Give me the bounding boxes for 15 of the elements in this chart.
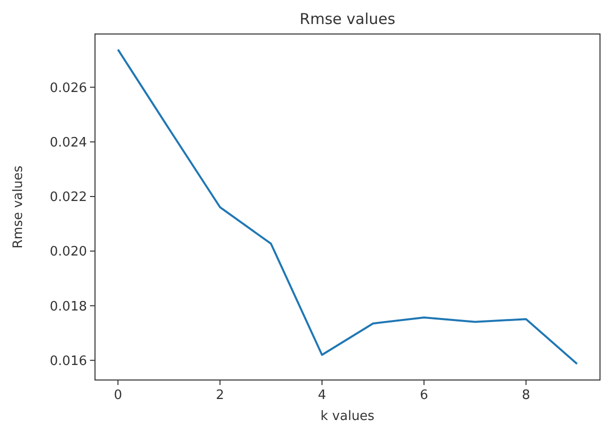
chart-title: Rmse values xyxy=(300,10,396,28)
x-tick-label: 4 xyxy=(318,388,326,403)
y-tick-label: 0.016 xyxy=(50,354,87,369)
y-tick-label: 0.020 xyxy=(50,244,87,260)
x-tick-label: 8 xyxy=(522,388,530,403)
x-tick-label: 6 xyxy=(420,388,428,403)
y-axis-title: Rmse values xyxy=(11,165,26,248)
y-tick-label: 0.022 xyxy=(50,190,87,206)
x-axis-title: k values xyxy=(320,409,375,424)
y-tick-label: 0.024 xyxy=(50,135,87,150)
line-series xyxy=(116,48,578,365)
y-tick-label: 0.026 xyxy=(50,80,87,96)
x-tick-label: 2 xyxy=(216,388,224,403)
y-tick-label: 0.018 xyxy=(50,299,87,314)
x-tick-label: 0 xyxy=(114,388,122,403)
